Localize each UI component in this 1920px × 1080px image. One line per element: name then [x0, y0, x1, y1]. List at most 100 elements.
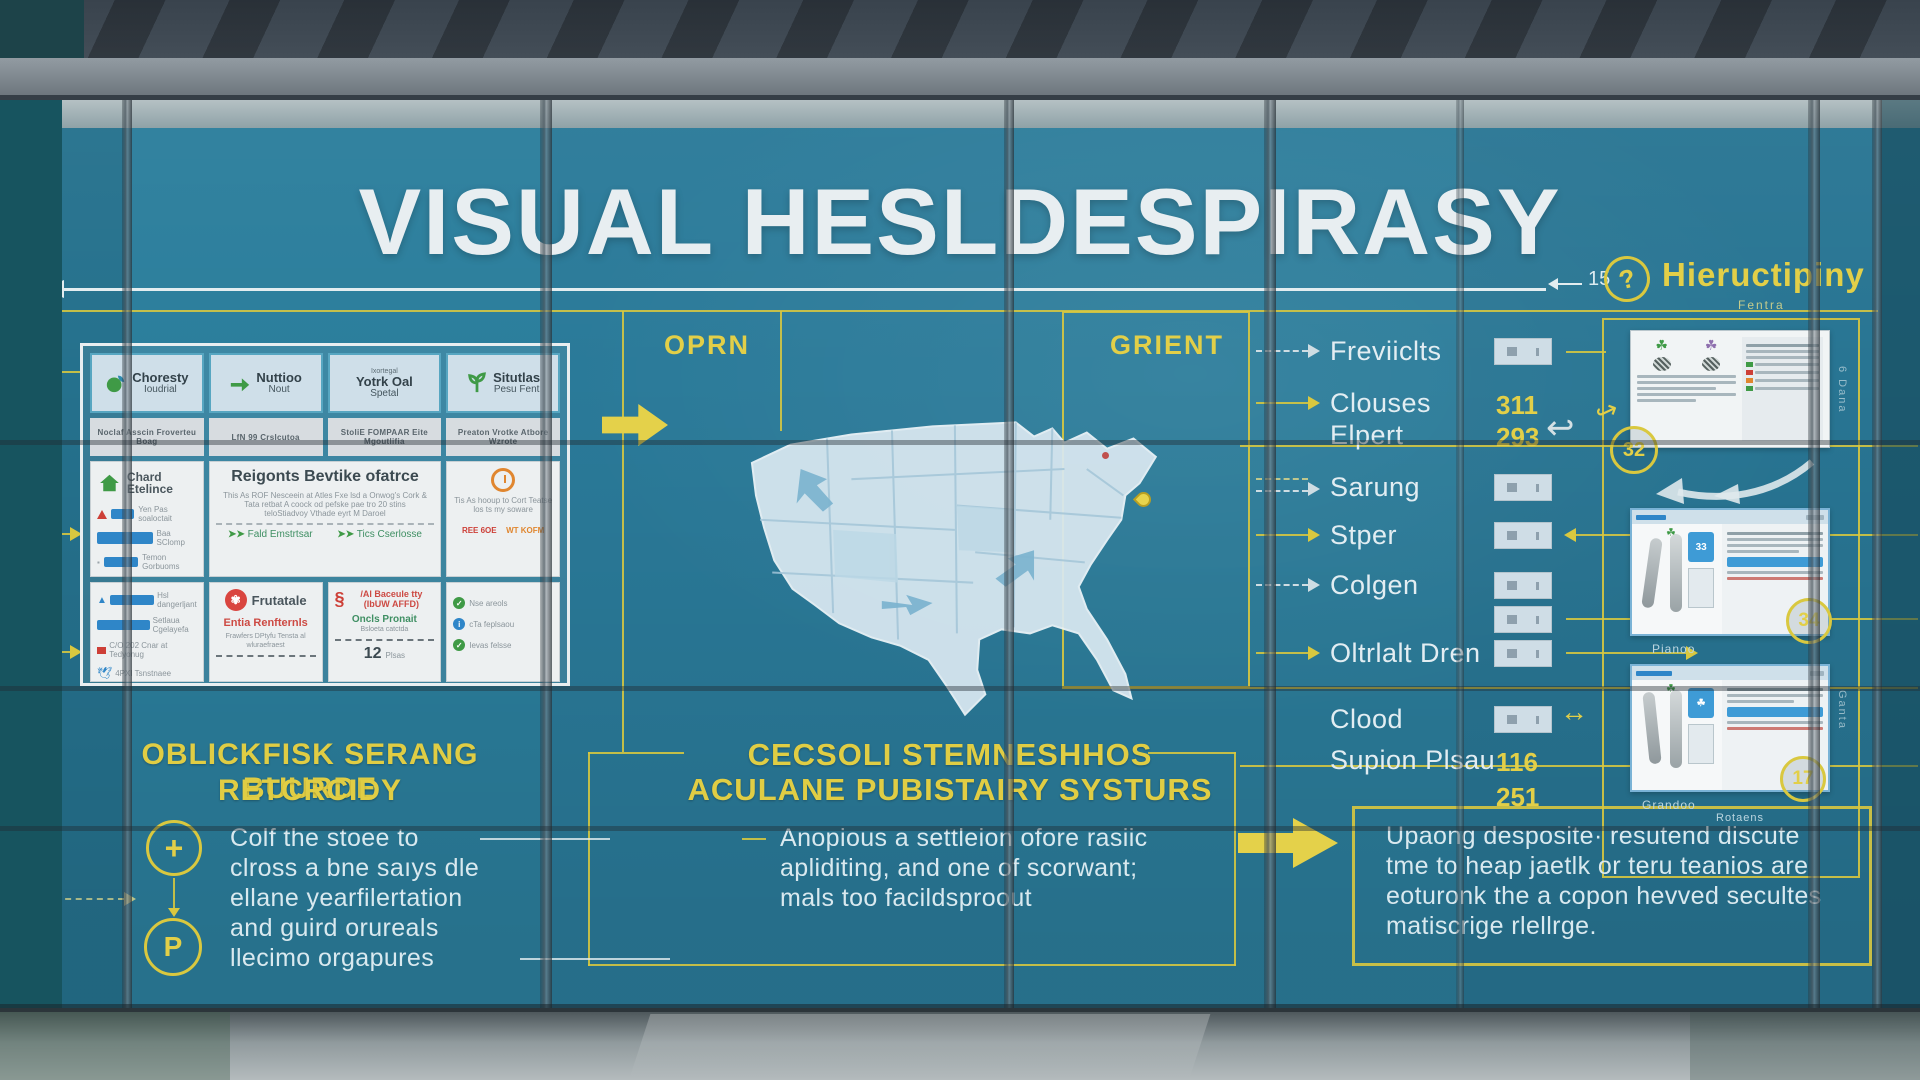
connector-line: [520, 958, 670, 960]
subheader-card: Noclaf Asscin Froverteu Boag: [90, 418, 204, 456]
body-line: eoturonk the a copon hevved secultes: [1386, 882, 1822, 910]
ruler-end-tick: [1556, 283, 1582, 285]
list-item-label: Clouses: [1330, 388, 1432, 418]
p-circle-icon: P: [144, 918, 202, 976]
connector-line: [1062, 687, 1918, 689]
section-heading: ACULANE PUBISTAIRY SYSTURS: [687, 772, 1213, 807]
dashed-connector: [1256, 350, 1308, 352]
clock-icon: [491, 468, 516, 492]
plant-icon: ☘: [1704, 337, 1718, 353]
arrowhead-icon: [1308, 578, 1320, 592]
wall-base: [0, 1008, 1920, 1013]
arrowhead-icon: [1564, 528, 1576, 542]
header-card: Choresty Ioudrial: [90, 353, 204, 413]
steel-beam: [0, 58, 1920, 100]
section-heading: OBLICKFISK SERANG BUURDE: [141, 738, 479, 805]
hierarchy-subtitle: Fentra: [1738, 298, 1785, 312]
double-arrow-icon: ↔: [1560, 696, 1588, 727]
arrowhead-icon: [1308, 528, 1320, 542]
map-label-right: GRIENT: [1110, 330, 1225, 360]
side-label: Ganta: [1836, 690, 1848, 730]
body-line: mals too facildsproout: [780, 884, 1032, 912]
list-item-badge: [1494, 522, 1552, 549]
connector-line: [1240, 765, 1918, 767]
frame-segment: [588, 752, 590, 966]
arrowhead-icon: [1686, 646, 1698, 660]
body-line: and guird orureals: [230, 914, 439, 942]
arrow-icon: [231, 378, 250, 392]
dashed-connector: [44, 898, 124, 900]
regions-card: Reigonts Bevtike ofatrce This As ROF Nes…: [208, 461, 442, 577]
grand-card: Chard Etelince Yen Pas soaloctait Baa SC…: [90, 461, 204, 577]
warning-triangle-icon: [97, 509, 107, 519]
thumbnail-caption: Grandoo: [1642, 798, 1696, 812]
section-heading: CECSOLI STEMNESHHOS: [747, 737, 1153, 772]
list-item-value: 311: [1496, 390, 1538, 420]
connector-line: [1256, 402, 1308, 404]
connector-line: [173, 878, 175, 912]
wall-left-edge: [0, 100, 62, 1012]
leaf-icon: ☘: [1666, 683, 1676, 695]
header-card: Ixortegal Yotrk Oal Spetal: [327, 353, 442, 413]
map-dot-icon: [1102, 452, 1109, 459]
subheader-card: StoliE FOMPAAR Eite Mgoutlifia: [327, 418, 442, 456]
fruit-card: ✾ Frutatale Entia Renfternls Frawfers DP…: [208, 582, 323, 682]
body-line: ellane yearfilertation: [230, 884, 463, 912]
section-heading: RETCRCIDY: [217, 774, 402, 807]
dashed-connector: [1256, 490, 1308, 492]
list-item-value: 116: [1496, 747, 1538, 777]
ceiling-duct: [0, 0, 84, 58]
step-badge: 32: [1610, 426, 1658, 474]
arrowhead-icon: [1308, 646, 1320, 660]
body-line: llecimo orgapures: [230, 944, 435, 972]
wall-right-edge: [1882, 100, 1920, 1012]
floor: [0, 1012, 1920, 1080]
body-line: Upaong desposite· resutend discute: [1386, 822, 1800, 850]
connector-line: [622, 311, 624, 752]
body-line: Anopious a settleion ofore rasiic: [780, 824, 1148, 852]
glass-joint: [122, 100, 132, 1012]
body-line: tme to heap jaetlk or teru teanios are: [1386, 852, 1809, 880]
glass-joint: [1808, 100, 1820, 1012]
wall-top-strip: [0, 100, 1920, 128]
body-line: matiscrige rlellrge.: [1386, 912, 1597, 940]
bird-icon: 🕊: [97, 666, 113, 680]
glass-joint: [1872, 100, 1882, 1012]
body-line: clross a bne saıys dle: [230, 854, 480, 882]
list-item-label: Stper: [1330, 520, 1398, 550]
thumbnail-caption: Rotaens: [1716, 812, 1764, 824]
plant-icon: [468, 372, 487, 393]
frame-segment: [588, 964, 1236, 966]
list-item-label: Oltrlalt Dren: [1330, 638, 1481, 668]
hierarchy-title: Hieructipiny: [1662, 256, 1865, 293]
glass-joint: [1264, 100, 1276, 1012]
curved-arrows-icon: [1656, 459, 1815, 504]
thumbnail-caption: Pianoo: [1652, 642, 1696, 656]
curved-arrow-icon: ↩: [1546, 409, 1575, 447]
floor-tint: [1690, 1012, 1920, 1080]
glass-joint: [1004, 100, 1014, 1012]
body-line: apliditing, and one of scorwant;: [780, 854, 1138, 882]
double-arrow-icon: ➤➤: [337, 529, 357, 540]
s-icon: §: [334, 589, 345, 609]
side-label: 6 Dana: [1836, 366, 1848, 414]
list-item-label: Freviiclts: [1330, 336, 1442, 366]
arrowhead-icon: [1308, 396, 1320, 410]
list-item-value: 251: [1496, 782, 1540, 812]
list-item-label: Colgen: [1330, 570, 1419, 600]
arrowhead-icon: [1308, 344, 1320, 358]
list-item-label: Clood: [1330, 704, 1404, 734]
arrowhead-icon: [1308, 482, 1320, 496]
house-icon: [100, 474, 119, 492]
links-card: ▲ Hsl dangerljant Setlaua Cgelayefa C/O 2…: [90, 582, 204, 682]
list-item-badge: [1494, 640, 1552, 667]
list-item-label: Supion Plsau: [1330, 745, 1496, 775]
list-item-badge: [1494, 606, 1552, 633]
glass-joint: [540, 100, 552, 1012]
subheader-card: LfN 99 Crslcutoa: [208, 418, 323, 456]
list-item-value: 293: [1496, 422, 1540, 452]
plant-icon: ☘: [1655, 337, 1668, 353]
connector-line: [1256, 652, 1308, 654]
app-thumbnail: ☘ ☘: [1630, 664, 1830, 792]
arrowhead-icon: [168, 908, 180, 917]
